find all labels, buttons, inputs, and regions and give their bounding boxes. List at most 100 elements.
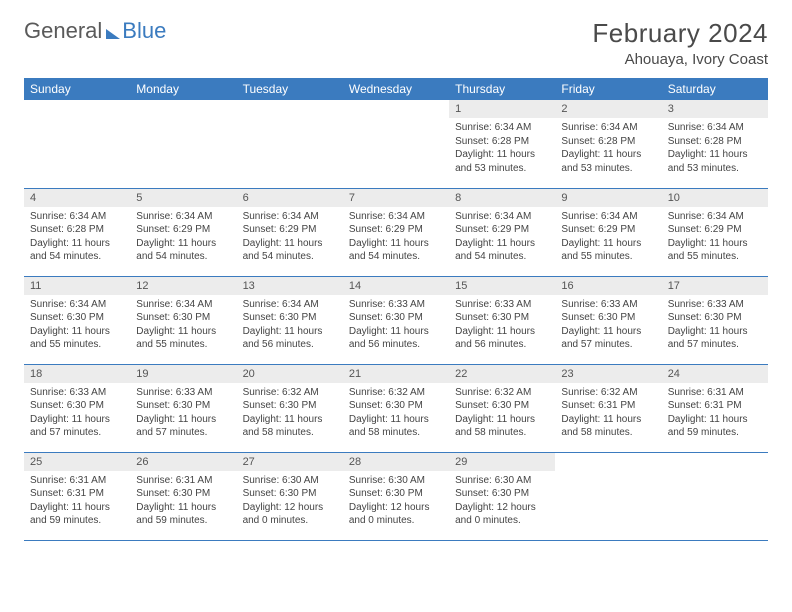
- day-number: 25: [24, 453, 130, 471]
- day-details: Sunrise: 6:34 AMSunset: 6:29 PMDaylight:…: [343, 207, 449, 270]
- calendar-table: SundayMondayTuesdayWednesdayThursdayFrid…: [24, 78, 768, 541]
- logo-word-1: General: [24, 18, 102, 44]
- week-row: 25Sunrise: 6:31 AMSunset: 6:31 PMDayligh…: [24, 452, 768, 540]
- day-cell: 4Sunrise: 6:34 AMSunset: 6:28 PMDaylight…: [24, 188, 130, 276]
- day-details: Sunrise: 6:34 AMSunset: 6:28 PMDaylight:…: [449, 118, 555, 181]
- day-cell: [343, 100, 449, 188]
- day-number: 1: [449, 100, 555, 118]
- day-details: Sunrise: 6:33 AMSunset: 6:30 PMDaylight:…: [555, 295, 661, 358]
- week-row: 1Sunrise: 6:34 AMSunset: 6:28 PMDaylight…: [24, 100, 768, 188]
- daynum-bar-empty: [130, 100, 236, 118]
- location: Ahouaya, Ivory Coast: [592, 51, 768, 68]
- day-cell: 2Sunrise: 6:34 AMSunset: 6:28 PMDaylight…: [555, 100, 661, 188]
- day-number: 15: [449, 277, 555, 295]
- header: General Blue February 2024 Ahouaya, Ivor…: [24, 18, 768, 68]
- daynum-bar-empty: [24, 100, 130, 118]
- day-details: Sunrise: 6:32 AMSunset: 6:30 PMDaylight:…: [237, 383, 343, 446]
- day-cell: 6Sunrise: 6:34 AMSunset: 6:29 PMDaylight…: [237, 188, 343, 276]
- day-details: Sunrise: 6:31 AMSunset: 6:31 PMDaylight:…: [662, 383, 768, 446]
- day-cell: 26Sunrise: 6:31 AMSunset: 6:30 PMDayligh…: [130, 452, 236, 540]
- day-number: 23: [555, 365, 661, 383]
- day-cell: 3Sunrise: 6:34 AMSunset: 6:28 PMDaylight…: [662, 100, 768, 188]
- day-number: 19: [130, 365, 236, 383]
- dow-header: Monday: [130, 78, 236, 100]
- day-number: 2: [555, 100, 661, 118]
- day-cell: 17Sunrise: 6:33 AMSunset: 6:30 PMDayligh…: [662, 276, 768, 364]
- day-cell: 7Sunrise: 6:34 AMSunset: 6:29 PMDaylight…: [343, 188, 449, 276]
- day-details: Sunrise: 6:30 AMSunset: 6:30 PMDaylight:…: [449, 471, 555, 534]
- day-number: 14: [343, 277, 449, 295]
- day-details: Sunrise: 6:31 AMSunset: 6:30 PMDaylight:…: [130, 471, 236, 534]
- day-cell: 14Sunrise: 6:33 AMSunset: 6:30 PMDayligh…: [343, 276, 449, 364]
- day-cell: 22Sunrise: 6:32 AMSunset: 6:30 PMDayligh…: [449, 364, 555, 452]
- daynum-bar-empty: [555, 453, 661, 471]
- day-number: 11: [24, 277, 130, 295]
- title-block: February 2024 Ahouaya, Ivory Coast: [592, 18, 768, 68]
- day-cell: 24Sunrise: 6:31 AMSunset: 6:31 PMDayligh…: [662, 364, 768, 452]
- day-cell: 25Sunrise: 6:31 AMSunset: 6:31 PMDayligh…: [24, 452, 130, 540]
- day-cell: 27Sunrise: 6:30 AMSunset: 6:30 PMDayligh…: [237, 452, 343, 540]
- day-number: 12: [130, 277, 236, 295]
- day-cell: 23Sunrise: 6:32 AMSunset: 6:31 PMDayligh…: [555, 364, 661, 452]
- day-cell: 20Sunrise: 6:32 AMSunset: 6:30 PMDayligh…: [237, 364, 343, 452]
- day-details: Sunrise: 6:34 AMSunset: 6:29 PMDaylight:…: [662, 207, 768, 270]
- day-details: Sunrise: 6:30 AMSunset: 6:30 PMDaylight:…: [237, 471, 343, 534]
- dow-header: Thursday: [449, 78, 555, 100]
- day-number: 24: [662, 365, 768, 383]
- day-cell: 12Sunrise: 6:34 AMSunset: 6:30 PMDayligh…: [130, 276, 236, 364]
- day-details: Sunrise: 6:32 AMSunset: 6:31 PMDaylight:…: [555, 383, 661, 446]
- day-cell: [237, 100, 343, 188]
- day-cell: [24, 100, 130, 188]
- day-cell: 1Sunrise: 6:34 AMSunset: 6:28 PMDaylight…: [449, 100, 555, 188]
- day-number: 28: [343, 453, 449, 471]
- logo-word-2: Blue: [122, 18, 166, 44]
- day-number: 16: [555, 277, 661, 295]
- day-cell: [555, 452, 661, 540]
- day-details: Sunrise: 6:34 AMSunset: 6:30 PMDaylight:…: [130, 295, 236, 358]
- day-details: Sunrise: 6:34 AMSunset: 6:29 PMDaylight:…: [237, 207, 343, 270]
- daynum-bar-empty: [662, 453, 768, 471]
- day-cell: [662, 452, 768, 540]
- day-number: 3: [662, 100, 768, 118]
- day-details: Sunrise: 6:34 AMSunset: 6:30 PMDaylight:…: [237, 295, 343, 358]
- day-cell: 8Sunrise: 6:34 AMSunset: 6:29 PMDaylight…: [449, 188, 555, 276]
- month-title: February 2024: [592, 18, 768, 49]
- day-number: 6: [237, 189, 343, 207]
- daynum-bar-empty: [343, 100, 449, 118]
- day-number: 17: [662, 277, 768, 295]
- day-details: Sunrise: 6:33 AMSunset: 6:30 PMDaylight:…: [24, 383, 130, 446]
- day-details: Sunrise: 6:31 AMSunset: 6:31 PMDaylight:…: [24, 471, 130, 534]
- day-number: 26: [130, 453, 236, 471]
- day-details: Sunrise: 6:34 AMSunset: 6:28 PMDaylight:…: [662, 118, 768, 181]
- day-number: 21: [343, 365, 449, 383]
- day-details: Sunrise: 6:33 AMSunset: 6:30 PMDaylight:…: [343, 295, 449, 358]
- day-of-week-row: SundayMondayTuesdayWednesdayThursdayFrid…: [24, 78, 768, 100]
- day-details: Sunrise: 6:33 AMSunset: 6:30 PMDaylight:…: [662, 295, 768, 358]
- day-cell: 16Sunrise: 6:33 AMSunset: 6:30 PMDayligh…: [555, 276, 661, 364]
- day-cell: 11Sunrise: 6:34 AMSunset: 6:30 PMDayligh…: [24, 276, 130, 364]
- day-details: Sunrise: 6:34 AMSunset: 6:29 PMDaylight:…: [130, 207, 236, 270]
- daynum-bar-empty: [237, 100, 343, 118]
- day-cell: 13Sunrise: 6:34 AMSunset: 6:30 PMDayligh…: [237, 276, 343, 364]
- day-cell: 21Sunrise: 6:32 AMSunset: 6:30 PMDayligh…: [343, 364, 449, 452]
- dow-header: Wednesday: [343, 78, 449, 100]
- day-number: 22: [449, 365, 555, 383]
- day-number: 5: [130, 189, 236, 207]
- day-cell: 9Sunrise: 6:34 AMSunset: 6:29 PMDaylight…: [555, 188, 661, 276]
- day-details: Sunrise: 6:32 AMSunset: 6:30 PMDaylight:…: [343, 383, 449, 446]
- day-number: 10: [662, 189, 768, 207]
- day-details: Sunrise: 6:33 AMSunset: 6:30 PMDaylight:…: [130, 383, 236, 446]
- dow-header: Friday: [555, 78, 661, 100]
- week-row: 4Sunrise: 6:34 AMSunset: 6:28 PMDaylight…: [24, 188, 768, 276]
- dow-header: Tuesday: [237, 78, 343, 100]
- day-number: 4: [24, 189, 130, 207]
- logo-triangle-icon: [106, 29, 120, 39]
- day-details: Sunrise: 6:34 AMSunset: 6:28 PMDaylight:…: [24, 207, 130, 270]
- day-details: Sunrise: 6:30 AMSunset: 6:30 PMDaylight:…: [343, 471, 449, 534]
- day-details: Sunrise: 6:34 AMSunset: 6:30 PMDaylight:…: [24, 295, 130, 358]
- day-number: 20: [237, 365, 343, 383]
- day-details: Sunrise: 6:32 AMSunset: 6:30 PMDaylight:…: [449, 383, 555, 446]
- week-row: 18Sunrise: 6:33 AMSunset: 6:30 PMDayligh…: [24, 364, 768, 452]
- day-cell: 19Sunrise: 6:33 AMSunset: 6:30 PMDayligh…: [130, 364, 236, 452]
- logo: General Blue: [24, 18, 166, 44]
